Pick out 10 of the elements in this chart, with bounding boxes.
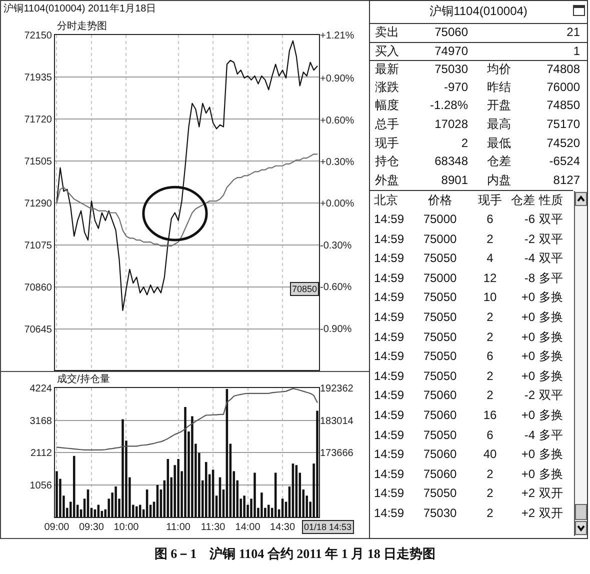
text: 外盘 8901 内盘 8127 [375,172,580,187]
text: 持仓 68348 仓差 -6524 [375,154,580,168]
text: 现手 2 最低 74520 [375,136,580,150]
text: 幅度 -1.28% 开盘 74850 [375,98,580,112]
text: 总手 17028 最高 75170 [375,117,580,131]
text: 涨跌 -970 昨结 76000 [375,80,580,94]
text: 卖出 75060 21 [375,25,580,39]
text: 最新 75030 均价 74808 [375,62,580,76]
text: 买入 74970 1 [375,44,580,58]
text: 沪铜1104(010004) [430,4,528,19]
